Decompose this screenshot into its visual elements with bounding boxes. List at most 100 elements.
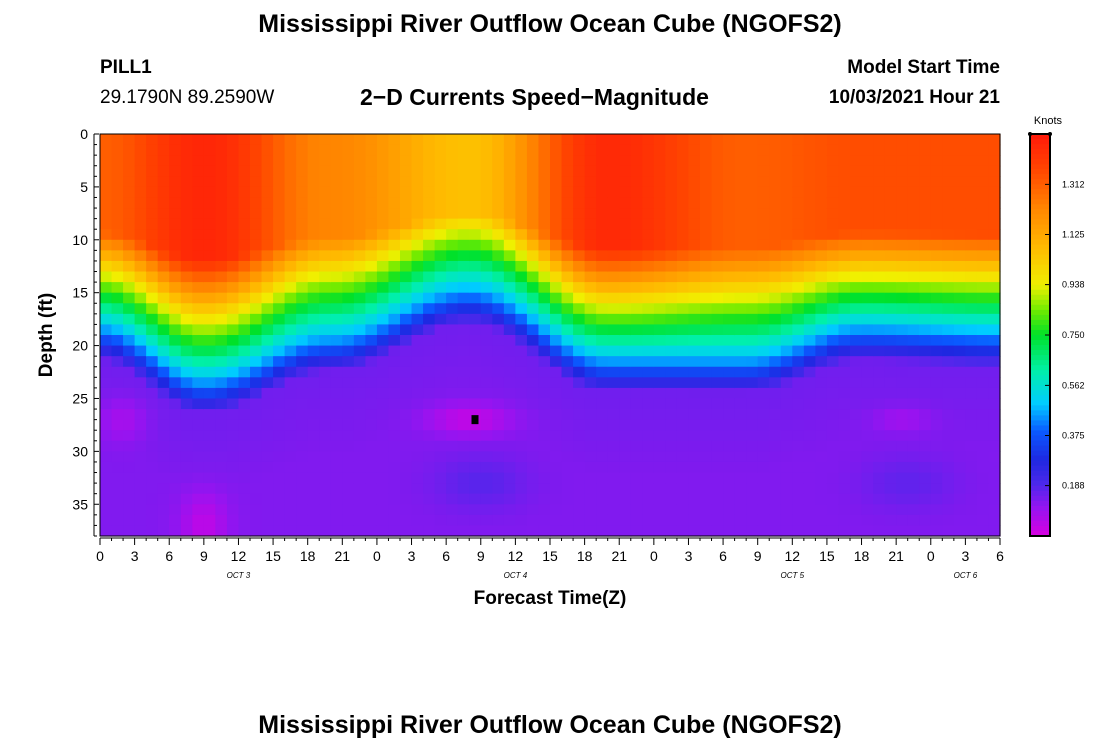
colorbar-segment bbox=[1030, 490, 1050, 497]
heatmap-cell bbox=[192, 430, 205, 442]
heatmap-cell bbox=[769, 430, 782, 442]
heatmap-cell bbox=[919, 144, 932, 156]
heatmap-cell bbox=[526, 514, 540, 527]
heatmap-cell bbox=[873, 398, 886, 410]
heatmap-cell bbox=[238, 461, 251, 474]
heatmap-cell bbox=[353, 409, 366, 421]
heatmap-cell bbox=[873, 229, 886, 241]
heatmap-cell bbox=[446, 440, 459, 452]
heatmap-cell bbox=[619, 430, 632, 442]
heatmap-cell bbox=[700, 483, 713, 495]
heatmap-cell bbox=[965, 324, 978, 336]
heatmap-cell bbox=[538, 409, 551, 421]
heatmap-cell bbox=[607, 313, 620, 326]
heatmap-cell bbox=[700, 144, 713, 156]
heatmap-cell bbox=[423, 208, 436, 220]
heatmap-cell bbox=[226, 483, 240, 495]
heatmap-cell bbox=[803, 493, 816, 505]
heatmap-cell bbox=[192, 165, 205, 177]
heatmap-cell bbox=[503, 282, 516, 294]
heatmap-cell bbox=[769, 345, 782, 357]
colorbar-segment bbox=[1030, 204, 1050, 210]
heatmap-cell bbox=[157, 377, 170, 389]
heatmap-cell bbox=[250, 483, 263, 495]
heatmap-cell bbox=[873, 335, 886, 347]
heatmap-cell bbox=[942, 176, 955, 188]
heatmap-cell bbox=[492, 345, 505, 357]
heatmap-cell bbox=[307, 461, 320, 474]
heatmap-cell bbox=[619, 250, 632, 262]
heatmap-cell bbox=[226, 525, 240, 537]
heatmap-cell bbox=[746, 197, 759, 209]
heatmap-cell bbox=[469, 398, 482, 410]
heatmap-cell bbox=[850, 377, 863, 389]
heatmap-cell bbox=[723, 387, 736, 400]
heatmap-cell bbox=[423, 144, 436, 156]
heatmap-cell bbox=[492, 197, 505, 209]
heatmap-cell bbox=[342, 440, 355, 452]
heatmap-cell bbox=[723, 377, 736, 389]
heatmap bbox=[100, 134, 1001, 537]
heatmap-cell bbox=[953, 472, 966, 484]
heatmap-cell bbox=[700, 430, 713, 442]
heatmap-cell bbox=[884, 229, 897, 241]
heatmap-cell bbox=[238, 514, 251, 527]
heatmap-cell bbox=[388, 335, 401, 347]
heatmap-cell bbox=[619, 165, 632, 177]
heatmap-cell bbox=[619, 208, 632, 220]
heatmap-cell bbox=[700, 398, 713, 410]
heatmap-cell bbox=[965, 134, 978, 146]
heatmap-cell bbox=[734, 398, 747, 410]
heatmap-cell bbox=[803, 134, 816, 146]
heatmap-cell bbox=[896, 165, 909, 177]
heatmap-cell bbox=[353, 525, 366, 537]
heatmap-cell bbox=[873, 176, 886, 188]
heatmap-cell bbox=[573, 366, 586, 378]
heatmap-cell bbox=[757, 440, 770, 452]
heatmap-cell bbox=[573, 409, 586, 421]
heatmap-cell bbox=[365, 504, 378, 516]
heatmap-cell bbox=[907, 472, 920, 484]
heatmap-cell bbox=[700, 451, 713, 463]
heatmap-cell bbox=[538, 377, 551, 389]
heatmap-cell bbox=[596, 483, 609, 495]
heatmap-cell bbox=[215, 440, 228, 452]
heatmap-cell bbox=[653, 229, 666, 241]
heatmap-cell bbox=[757, 186, 770, 199]
heatmap-cell bbox=[838, 345, 851, 357]
heatmap-cell bbox=[700, 345, 713, 357]
heatmap-cell bbox=[215, 324, 228, 336]
heatmap-cell bbox=[273, 239, 286, 251]
heatmap-cell bbox=[792, 313, 805, 326]
heatmap-cell bbox=[411, 282, 424, 294]
heatmap-cell bbox=[723, 239, 736, 251]
x-tick-label: 3 bbox=[131, 548, 139, 564]
heatmap-cell bbox=[803, 483, 816, 495]
heatmap-cell bbox=[953, 208, 966, 220]
heatmap-cell bbox=[388, 409, 401, 421]
heatmap-cell bbox=[584, 282, 597, 294]
x-tick-label: 12 bbox=[508, 548, 524, 564]
heatmap-cell bbox=[457, 313, 470, 326]
heatmap-cell bbox=[434, 514, 447, 527]
heatmap-cell bbox=[226, 292, 240, 304]
heatmap-cell bbox=[676, 271, 690, 283]
heatmap-cell bbox=[792, 440, 805, 452]
heatmap-cell bbox=[457, 430, 470, 442]
heatmap-cell bbox=[180, 292, 193, 304]
heatmap-cell bbox=[953, 239, 966, 251]
heatmap-cell bbox=[169, 324, 182, 336]
heatmap-cell bbox=[803, 366, 816, 378]
heatmap-cell bbox=[423, 472, 436, 484]
heatmap-cell bbox=[734, 335, 747, 347]
heatmap-cell bbox=[630, 271, 643, 283]
colorbar-segment bbox=[1030, 530, 1050, 537]
heatmap-cell bbox=[111, 387, 124, 400]
heatmap-cell bbox=[169, 493, 182, 505]
heatmap-cell bbox=[134, 387, 147, 400]
heatmap-cell bbox=[111, 144, 124, 156]
heatmap-cell bbox=[330, 409, 343, 421]
heatmap-cell bbox=[503, 430, 516, 442]
heatmap-cell bbox=[515, 377, 528, 389]
heatmap-cell bbox=[446, 239, 459, 251]
